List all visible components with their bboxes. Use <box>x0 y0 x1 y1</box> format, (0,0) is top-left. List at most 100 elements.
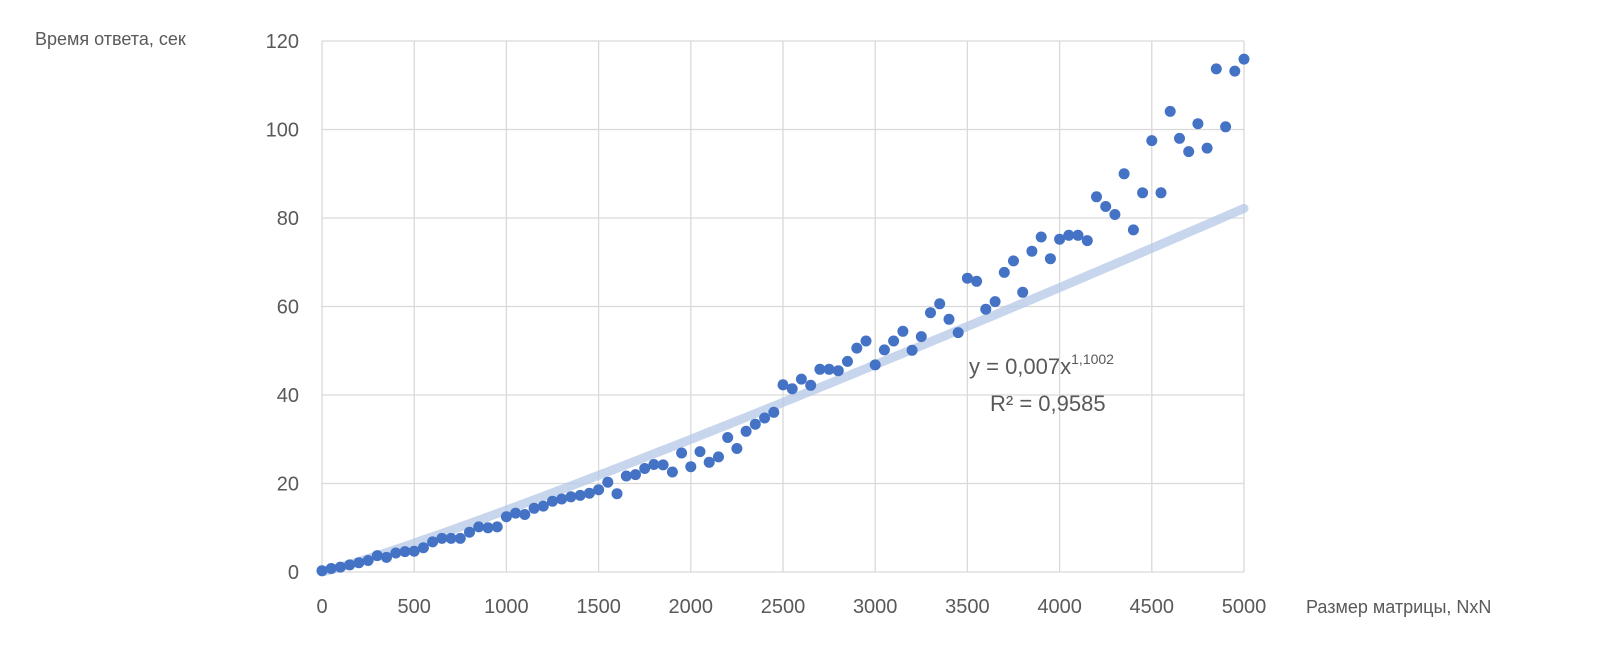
data-point <box>823 363 835 375</box>
data-point <box>399 546 411 558</box>
data-point <box>473 521 485 533</box>
y-tick-label: 40 <box>277 385 299 407</box>
y-tick-label: 100 <box>266 120 299 142</box>
data-point <box>786 383 798 395</box>
data-point <box>1183 146 1195 158</box>
data-point <box>1109 209 1121 220</box>
data-point <box>1081 235 1093 247</box>
data-point <box>353 557 365 569</box>
x-tick-label: 3500 <box>945 596 990 618</box>
data-point <box>989 296 1001 308</box>
data-point <box>620 470 632 482</box>
data-point <box>1091 191 1102 203</box>
x-axis-title: Размер матрицы, NxN <box>1306 597 1491 617</box>
data-point <box>777 379 789 391</box>
data-point <box>878 344 890 356</box>
data-point <box>1026 245 1038 257</box>
data-point <box>1155 187 1167 199</box>
data-point <box>528 502 540 514</box>
data-point <box>593 484 605 496</box>
data-point <box>417 542 429 554</box>
data-point <box>344 559 356 571</box>
trendline-equation: y = 0,007x1,1002 <box>969 351 1114 379</box>
data-point <box>685 461 697 473</box>
data-point <box>630 469 641 481</box>
data-point <box>1192 118 1204 130</box>
data-point <box>851 342 863 354</box>
data-point <box>1118 168 1130 180</box>
data-point <box>537 500 549 512</box>
data-point <box>731 443 743 454</box>
data-point <box>454 532 466 544</box>
data-point <box>445 532 457 544</box>
data-point <box>952 327 964 339</box>
trendline-equation-main: y = 0,007x <box>969 354 1071 379</box>
data-point <box>427 536 439 548</box>
data-point <box>759 412 771 424</box>
data-point <box>1127 224 1139 236</box>
data-point <box>583 487 595 499</box>
data-point <box>1035 231 1047 243</box>
y-tick-label: 80 <box>277 208 299 230</box>
x-tick-label: 1000 <box>484 596 529 618</box>
data-point <box>971 275 983 287</box>
data-point <box>1100 201 1112 212</box>
y-tick-label: 60 <box>277 297 299 319</box>
data-point <box>961 272 973 284</box>
data-point <box>602 476 614 488</box>
data-point <box>464 526 475 538</box>
y-tick-label: 0 <box>288 562 299 584</box>
data-point <box>703 456 715 468</box>
data-point <box>915 331 927 343</box>
tick-labels: 0 500 1000 1500 2000 2500 3000 3500 4000 4500 5000… <box>266 31 1267 618</box>
data-point <box>943 313 955 325</box>
data-point <box>1220 121 1232 133</box>
gridlines <box>321 40 1245 573</box>
data-point <box>519 509 531 520</box>
data-point <box>795 373 807 385</box>
data-point <box>1174 132 1185 144</box>
data-point <box>362 555 374 566</box>
data-point <box>1238 53 1250 65</box>
data-point <box>1044 253 1056 265</box>
data-point <box>436 532 448 544</box>
x-tick-label: 2000 <box>669 596 714 618</box>
data-point <box>1210 63 1222 75</box>
data-point <box>574 489 586 501</box>
x-tick-label: 500 <box>398 596 431 618</box>
data-point <box>371 550 383 562</box>
data-point <box>639 463 651 474</box>
data-point <box>805 379 817 391</box>
x-tick-label: 0 <box>316 596 327 618</box>
data-point <box>832 365 844 377</box>
data-point <box>408 545 420 557</box>
data-point <box>897 325 909 337</box>
data-point <box>334 561 346 573</box>
x-tick-label: 2500 <box>761 596 806 618</box>
data-point <box>722 432 734 443</box>
data-point <box>676 447 688 459</box>
data-point <box>1054 233 1066 245</box>
data-point <box>316 565 328 577</box>
data-point <box>814 363 826 375</box>
data-point <box>1008 255 1019 267</box>
data-point <box>1229 65 1241 77</box>
data-point <box>482 522 494 534</box>
data-point <box>934 298 946 310</box>
data-point <box>694 446 706 458</box>
data-point <box>648 459 660 470</box>
data-point <box>1146 135 1158 147</box>
data-point <box>390 547 402 559</box>
data-point <box>768 406 780 418</box>
data-point <box>381 551 392 563</box>
x-tick-label: 4500 <box>1130 596 1175 618</box>
data-points <box>316 53 1250 577</box>
data-point <box>1137 187 1149 199</box>
data-point <box>1063 229 1075 241</box>
data-point <box>888 335 900 347</box>
data-point <box>980 303 992 315</box>
data-point <box>500 511 512 523</box>
data-point <box>657 459 669 471</box>
data-point <box>547 495 558 507</box>
